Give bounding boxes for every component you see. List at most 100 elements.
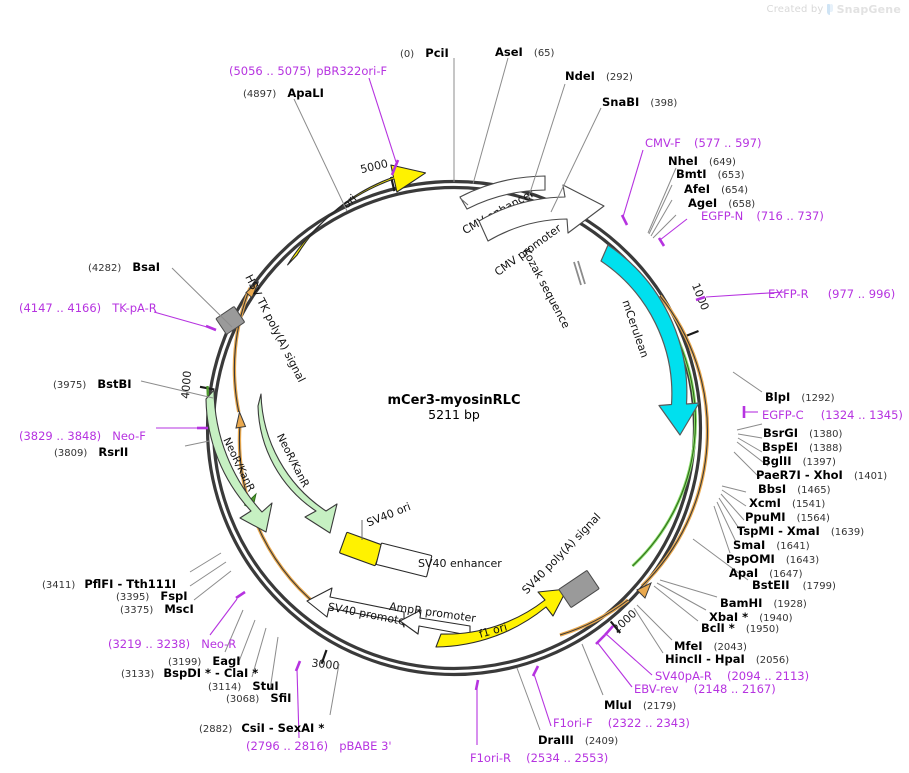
site-name: PciI	[425, 46, 449, 60]
site-name: PaeR7I - XhoI	[756, 468, 843, 482]
site-position: (4897)	[243, 89, 277, 100]
site-position: (1541)	[792, 499, 826, 510]
site-label-bamhi: BamHI (1928)	[720, 594, 807, 610]
site-position: (3411)	[42, 580, 76, 591]
site-label-pflfi-tth111i: (3411) PflFI - Tth111I	[42, 575, 176, 591]
site-label-bglii: BglII (1397)	[762, 452, 836, 468]
svg-text:Kozak sequence: Kozak sequence	[520, 246, 573, 331]
primer-range: (2322 .. 2343)	[607, 716, 690, 730]
svg-text:3000: 3000	[311, 657, 340, 673]
site-name: TspMI - XmaI	[737, 524, 820, 538]
primer-label-sv40pa-r: SV40pA-R (2094 .. 2113)	[655, 667, 809, 683]
feature-kozak-sequence: Kozak sequence	[520, 246, 586, 331]
site-label-blpi: BlpI (1292)	[765, 388, 835, 404]
site-name: NdeI	[565, 69, 595, 83]
site-name: SmaI	[733, 538, 766, 552]
primer-name: F1ori-F	[553, 716, 593, 730]
site-position: (3068)	[226, 694, 260, 705]
site-label-bcli: BclI * (1950)	[701, 619, 779, 635]
site-name: BmtI	[676, 167, 707, 181]
site-name: AfeI	[684, 182, 710, 196]
site-label-bsai: (4282) BsaI	[88, 258, 160, 274]
site-label-nhei: NheI (649)	[668, 152, 736, 168]
primer-label-tk-pa-r: (4147 .. 4166) TK-pA-R	[19, 299, 157, 315]
primer-range: (716 .. 737)	[756, 209, 824, 223]
site-position: (1388)	[809, 443, 843, 454]
primer-range: (5056 .. 5075)	[229, 64, 312, 78]
primer-label-egfp-n: EGFP-N (716 .. 737)	[701, 207, 824, 223]
site-label-pspomi: PspOMI (1643)	[726, 550, 819, 566]
site-name: DraIII	[538, 733, 574, 747]
site-label-bbsi: BbsI (1465)	[758, 480, 830, 496]
site-name: XbaI *	[709, 610, 749, 624]
primer-label-f1ori-f: F1ori-F (2322 .. 2343)	[553, 714, 690, 730]
svg-text:f1 ori: f1 ori	[477, 620, 508, 640]
site-name: BsaI	[132, 260, 161, 274]
site-position: (1641)	[776, 541, 810, 552]
site-position: (1380)	[809, 429, 843, 440]
site-position: (2043)	[713, 642, 747, 653]
site-position: (2056)	[755, 655, 790, 666]
site-position: (3199)	[168, 657, 202, 668]
site-label-bspei: BspEI (1388)	[762, 438, 842, 454]
site-name: EagI	[212, 654, 241, 668]
primer-range: (1324 .. 1345)	[820, 408, 903, 422]
site-position: (3375)	[120, 605, 154, 616]
site-name: SnaBI	[602, 95, 640, 109]
primer-label-neo-r: (3219 .. 3238) Neo-R	[108, 635, 236, 651]
primer-range: (2148 .. 2167)	[693, 682, 776, 696]
site-name: MfeI	[674, 639, 703, 653]
site-position: (1643)	[785, 555, 820, 566]
primer-range: (577 .. 597)	[694, 136, 762, 150]
plasmid-size: 5211 bp	[428, 407, 480, 422]
site-name: BsrGI	[763, 426, 798, 440]
site-name: BlpI	[765, 390, 791, 404]
site-label-paer7i-xhoi: PaeR7I - XhoI (1401)	[756, 466, 887, 482]
site-label-pcii: (0) PciI	[400, 44, 449, 60]
site-position: (1928)	[773, 599, 807, 610]
site-label-mlui: MluI (2179)	[604, 696, 676, 712]
svg-text:HSV TK poly(A) signal: HSV TK poly(A) signal	[242, 272, 308, 384]
site-name: HincII - HpaI	[665, 652, 745, 666]
site-position: (1799)	[802, 581, 836, 592]
site-position: (3114)	[208, 682, 242, 693]
primer-range: (3829 .. 3848)	[19, 429, 102, 443]
site-label-hincii-hpai: HincII - HpaI (2056)	[665, 650, 789, 666]
site-label-fspi: (3395) FspI	[116, 587, 188, 603]
primer-label-egfp-c: EGFP-C (1324 .. 1345)	[762, 406, 903, 422]
watermark-prefix: Created by	[766, 4, 824, 15]
svg-text:SV40 enhancer: SV40 enhancer	[418, 557, 502, 570]
site-label-xcmi: XcmI (1541)	[749, 494, 825, 510]
site-name: RsrII	[98, 445, 129, 459]
snapgene-logo-icon	[826, 4, 834, 15]
site-label-draiii: DraIII (2409)	[538, 731, 618, 747]
site-position: (4282)	[88, 263, 122, 274]
primer-label-neo-f: (3829 .. 3848) Neo-F	[19, 427, 146, 443]
feature-track-orange-bottom	[559, 598, 630, 637]
primer-name: Neo-F	[112, 429, 146, 443]
svg-text:4000: 4000	[179, 370, 194, 399]
site-label-agei: AgeI (658)	[688, 194, 755, 210]
site-label-xbai: XbaI * (1940)	[709, 608, 793, 624]
site-label-bstbi: (3975) BstBI	[53, 375, 132, 391]
site-position: (0)	[400, 49, 415, 60]
primer-range: (977 .. 996)	[827, 287, 896, 301]
site-position: (2882)	[199, 724, 233, 735]
site-position: (3133)	[121, 669, 155, 680]
snapgene-watermark: Created by SnapGene	[767, 3, 901, 16]
primer-label-pbr322ori-f: (5056 .. 5075) pBR322ori-F	[229, 62, 387, 78]
primer-name: pBR322ori-F	[316, 64, 388, 78]
primer-label-ebv-rev: EBV-rev (2148 .. 2167)	[634, 680, 776, 696]
site-position: (398)	[650, 98, 678, 109]
site-label-msci: (3375) MscI	[120, 600, 194, 616]
enzyme-leader-lines	[140, 57, 769, 731]
site-label-asei: AseI (65)	[495, 43, 554, 59]
primer-name: pBABE 3'	[339, 739, 392, 753]
site-label-bspdi-clai: (3133) BspDI * - ClaI *	[121, 664, 258, 680]
plasmid-name: mCer3-myosinRLC	[387, 393, 521, 408]
site-position: (658)	[728, 199, 756, 210]
site-name: ApaLI	[287, 86, 324, 100]
site-label-afei: AfeI (654)	[684, 180, 748, 196]
